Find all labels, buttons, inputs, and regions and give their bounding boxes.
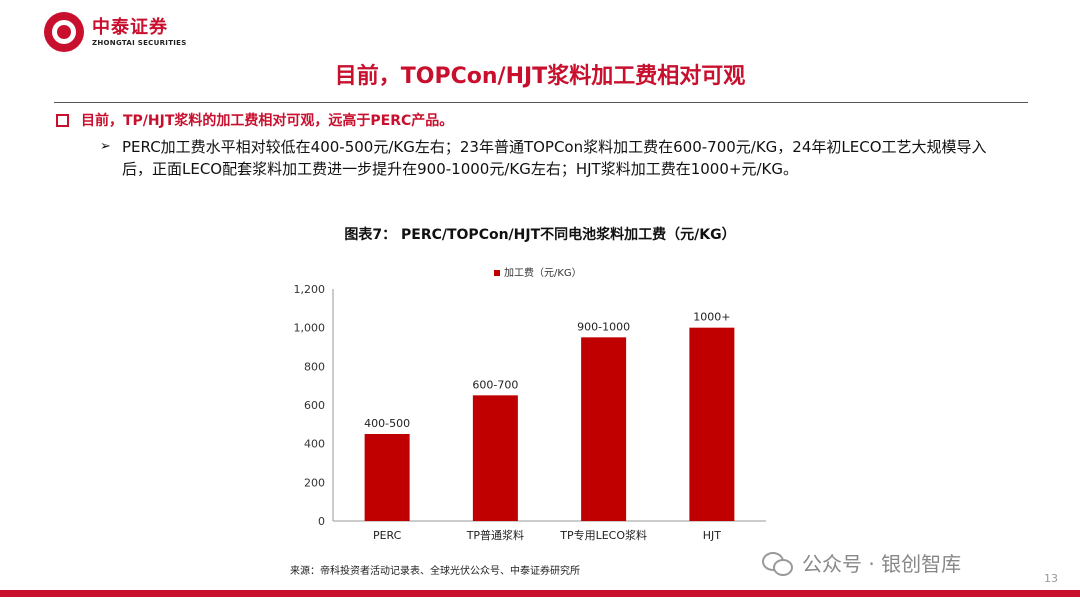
bullet-point-1: 目前，TP/HJT浆料的加工费相对可观，远高于PERC产品。 xyxy=(56,110,453,130)
bar xyxy=(581,337,627,521)
data-label: 1000+ xyxy=(693,311,730,324)
bar xyxy=(472,395,518,521)
x-tick-label: HJT xyxy=(703,529,722,542)
y-tick-label: 200 xyxy=(304,476,325,489)
y-tick-label: 1,000 xyxy=(294,322,326,335)
data-label: 600-700 xyxy=(472,378,518,391)
slide-title: 目前，TOPCon/HJT浆料加工费相对可观 xyxy=(334,64,746,89)
title-divider xyxy=(54,102,1028,103)
data-label: 400-500 xyxy=(364,417,410,430)
page-number: 13 xyxy=(1044,572,1058,585)
bar xyxy=(364,434,410,521)
arrow-bullet-icon: ➢ xyxy=(100,139,111,154)
logo-mark-icon xyxy=(44,12,84,52)
x-tick-label: TP专用LECO浆料 xyxy=(559,528,647,542)
logo-name-en: ZHONGTAI SECURITIES xyxy=(92,38,187,47)
y-tick-label: 400 xyxy=(304,438,325,451)
data-label: 900-1000 xyxy=(577,320,630,333)
y-tick-label: 800 xyxy=(304,360,325,373)
logo-name-cn: 中泰证券 xyxy=(92,16,168,38)
legend-swatch xyxy=(494,270,500,276)
x-tick-label: TP普通浆料 xyxy=(466,528,524,542)
wechat-icon xyxy=(762,550,794,576)
y-tick-label: 600 xyxy=(304,399,325,412)
y-tick-label: 0 xyxy=(318,515,325,528)
bullet-point-2: ➢ PERC加工费水平相对较低在400-500元/KG左右；23年普通TOPCo… xyxy=(100,136,1012,180)
watermark: 公众号 · 银创智库 xyxy=(762,548,961,577)
watermark-text: 公众号 · 银创智库 xyxy=(802,552,962,576)
y-tick-label: 1,200 xyxy=(294,283,326,296)
square-bullet-icon xyxy=(56,113,69,127)
source-note: 来源：帝科投资者活动记录表、全球光伏公众号、中泰证券研究所 xyxy=(290,566,580,577)
bullet-point-1-text: 目前，TP/HJT浆料的加工费相对可观，远高于PERC产品。 xyxy=(81,113,454,129)
bar xyxy=(689,327,735,521)
bullet-point-2-text: PERC加工费水平相对较低在400-500元/KG左右；23年普通TOPCon浆… xyxy=(122,138,987,178)
bottom-bar xyxy=(0,590,1080,597)
logo: 中泰证券 ZHONGTAI SECURITIES xyxy=(44,12,187,52)
bar-chart: 加工费（元/KG） 0 200 400 600 800 1,000 1,200 400-500 P… xyxy=(294,266,766,542)
figure-title: 图表7： PERC/TOPCon/HJT不同电池浆料加工费（元/KG） xyxy=(344,227,736,243)
x-tick-label: PERC xyxy=(373,529,402,542)
legend-label: 加工费（元/KG） xyxy=(504,266,582,279)
